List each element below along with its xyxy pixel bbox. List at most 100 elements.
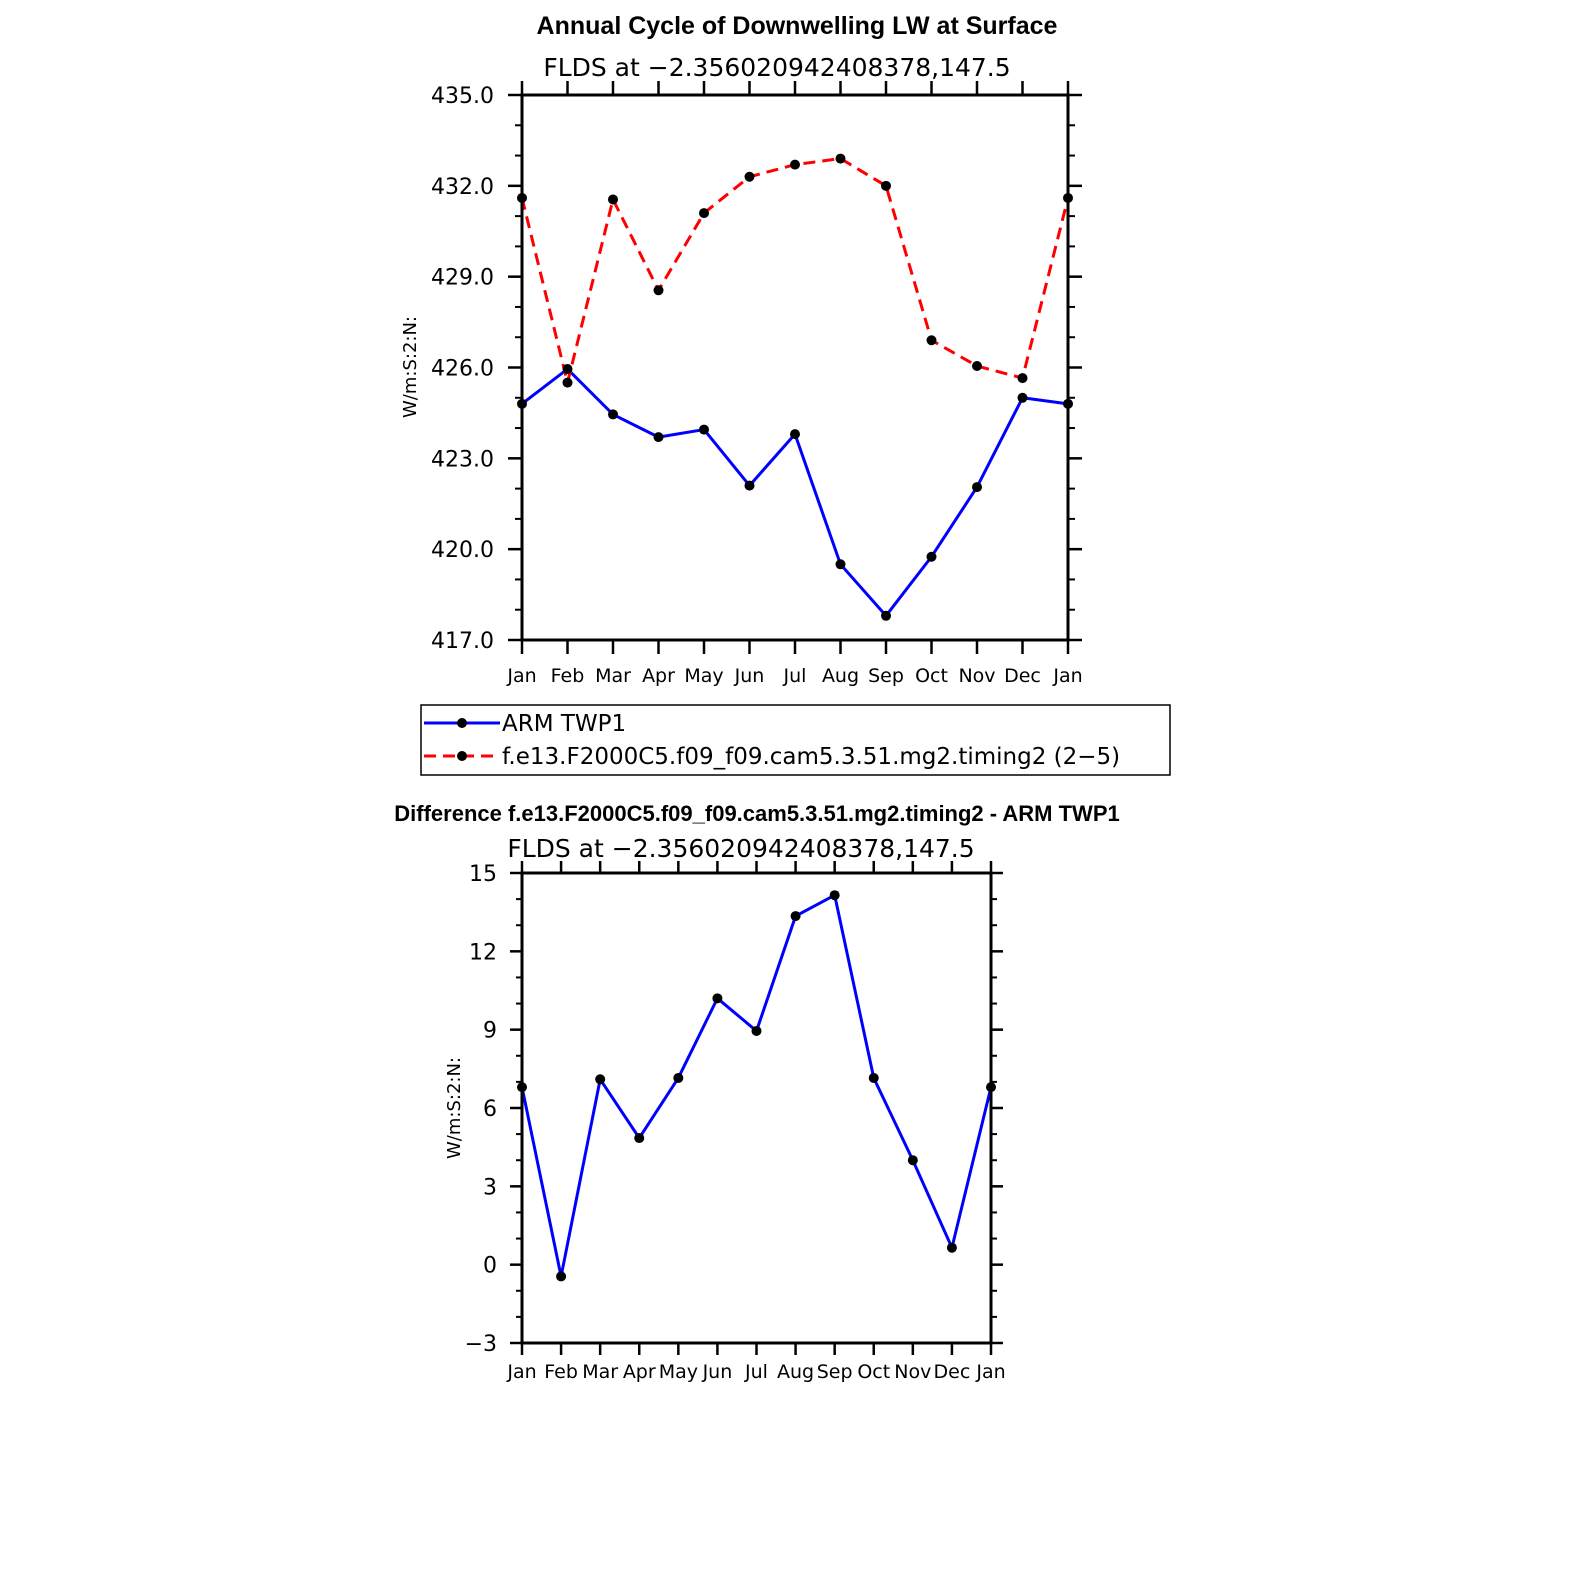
x-tick-label: Aug: [822, 665, 859, 687]
data-point: [881, 610, 891, 621]
x-tick-label: Nov: [958, 665, 995, 687]
x-tick-label: Dec: [934, 1361, 971, 1383]
x-tick-label: Apr: [642, 665, 675, 687]
data-point: [608, 409, 618, 420]
x-ticks: Jan Feb Mar Apr May Jun Jul Aug Sep Oct Nov Dec Jan: [506, 81, 1083, 687]
x-tick-label: Apr: [623, 1361, 656, 1383]
x-tick-label: Jun: [702, 1361, 733, 1383]
data-point: [751, 1025, 762, 1036]
y-tick-label: 420.0: [431, 538, 494, 563]
data-point: [868, 1072, 879, 1083]
legend-label-arm: ARM TWP1: [502, 711, 626, 737]
legend-box: [420, 704, 1171, 776]
chart-subtitle: FLDS at −2.356020942408378,147.5: [543, 53, 1010, 82]
y-tick-label: 6: [483, 1097, 497, 1122]
legend-marker-arm: [457, 718, 467, 728]
data-point: [556, 1271, 567, 1282]
difference-chart: Difference f.e13.F2000C5.f09_f09.cam5.3.…: [394, 801, 1119, 1383]
series-line-1: [520, 157, 1070, 385]
legend: ARM TWP1 f.e13.F2000C5.f09_f09.cam5.3.51…: [420, 704, 1171, 776]
plot-frame: [520, 871, 993, 1345]
series-points: [517, 153, 1073, 621]
data-point: [699, 208, 709, 219]
series-lines: [520, 157, 1070, 618]
y-tick-label: 417.0: [431, 629, 494, 654]
x-tick-label: Jul: [744, 1361, 768, 1383]
x-tick-label: Aug: [777, 1361, 814, 1383]
series-line-0: [521, 367, 1069, 618]
x-tick-label: Mar: [595, 665, 631, 687]
x-tick-label: Jan: [506, 665, 536, 687]
legend-label-model: f.e13.F2000C5.f09_f09.cam5.3.51.mg2.timi…: [502, 744, 1120, 770]
data-point: [562, 377, 573, 388]
series-line-0: [520, 893, 993, 1278]
legend-marker-model: [457, 751, 467, 761]
x-tick-label: Dec: [1004, 665, 1041, 687]
x-tick-label: Jan: [1052, 665, 1082, 687]
y-tick-label: 435.0: [431, 84, 494, 109]
data-point: [1017, 392, 1028, 403]
data-point: [881, 180, 891, 191]
data-point: [744, 480, 755, 491]
y-tick-label: 426.0: [431, 357, 494, 382]
data-point: [653, 432, 664, 443]
data-point: [1017, 373, 1028, 384]
data-point: [653, 285, 664, 296]
y-axis-label: W/m:S:2:N:: [444, 1057, 465, 1159]
x-tick-label: Nov: [894, 1361, 931, 1383]
data-point: [907, 1155, 918, 1166]
data-point: [835, 559, 846, 570]
x-tick-label: Feb: [544, 1361, 578, 1383]
data-point: [634, 1133, 645, 1144]
data-point: [972, 482, 982, 493]
data-point: [699, 424, 709, 435]
data-point: [835, 153, 846, 164]
plot-frame: [520, 93, 1070, 642]
x-ticks: Jan Feb Mar Apr May Jun Jul Aug Sep Oct Nov Dec Jan: [506, 861, 1006, 1383]
y-tick-label: 9: [483, 1019, 497, 1044]
y-tick-label: 429.0: [431, 266, 494, 291]
y-ticks: 417.0 420.0 423.0 426.0 429.0 432.0 435.0: [431, 84, 1082, 654]
x-tick-label: Jan: [975, 1361, 1005, 1383]
chart-title: Difference f.e13.F2000C5.f09_f09.cam5.3.…: [394, 801, 1119, 826]
x-tick-label: Oct: [915, 665, 948, 687]
series-lines: [520, 893, 993, 1278]
data-point: [595, 1074, 606, 1085]
x-tick-label: Oct: [857, 1361, 890, 1383]
y-tick-label: 12: [469, 940, 497, 965]
data-point: [790, 159, 800, 170]
data-point: [673, 1072, 684, 1083]
data-point: [829, 890, 840, 901]
y-axis-label: W/m:S:2:N:: [400, 316, 421, 418]
y-tick-label: 15: [469, 862, 497, 887]
data-point: [712, 993, 723, 1004]
y-tick-label: 432.0: [431, 175, 494, 200]
x-tick-label: Jun: [734, 665, 765, 687]
data-point: [744, 171, 755, 182]
series-points: [517, 890, 996, 1282]
data-point: [790, 429, 800, 440]
y-tick-label: 0: [483, 1254, 497, 1279]
y-ticks: −3 0 3 6 9 12 15: [465, 862, 1003, 1357]
annual-cycle-chart: Annual Cycle of Downwelling LW at Surfac…: [400, 12, 1171, 776]
x-tick-label: May: [659, 1361, 698, 1383]
chart-title: Annual Cycle of Downwelling LW at Surfac…: [537, 12, 1058, 40]
x-tick-label: Sep: [817, 1361, 853, 1383]
x-tick-label: Jan: [506, 1361, 536, 1383]
data-point: [562, 364, 573, 375]
data-point: [926, 551, 937, 562]
chart-subtitle: FLDS at −2.356020942408378,147.5: [507, 834, 974, 863]
x-tick-label: Sep: [868, 665, 904, 687]
data-point: [926, 335, 937, 346]
y-tick-label: 3: [483, 1175, 497, 1200]
x-tick-label: Feb: [551, 665, 585, 687]
x-tick-label: Mar: [582, 1361, 618, 1383]
data-point: [608, 194, 618, 205]
y-tick-label: −3: [465, 1332, 497, 1357]
data-point: [790, 911, 801, 922]
data-point: [972, 360, 982, 371]
y-tick-label: 423.0: [431, 447, 494, 472]
data-point: [946, 1242, 957, 1253]
x-tick-label: May: [684, 665, 723, 687]
